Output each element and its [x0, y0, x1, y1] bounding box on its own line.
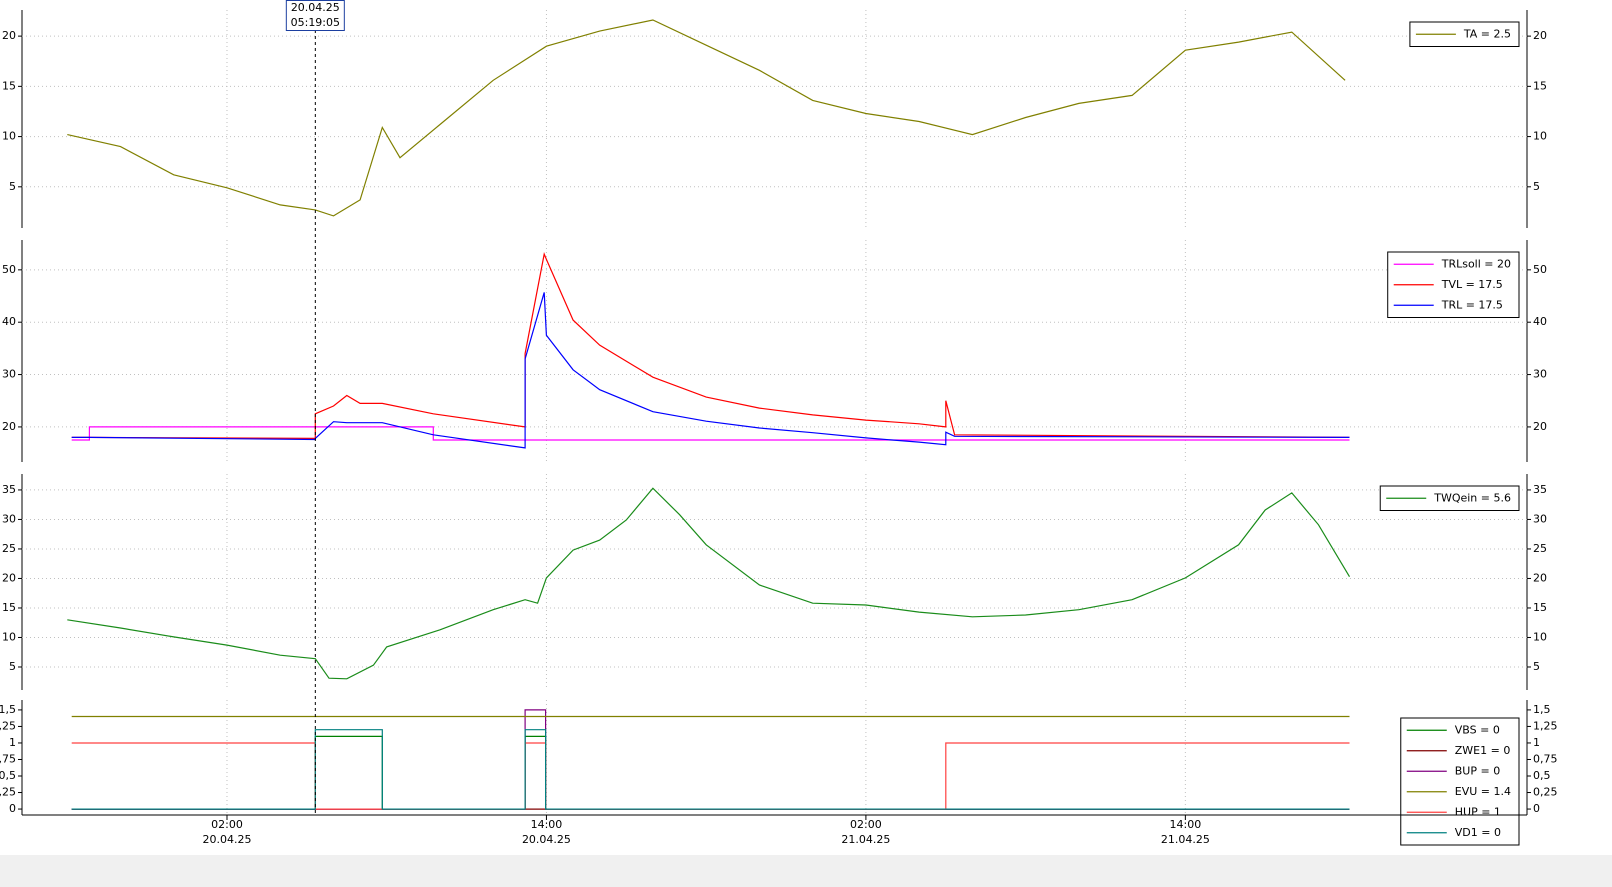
- y-tick-label: 35: [1533, 483, 1547, 496]
- y-tick-label: 1,5: [0, 703, 16, 716]
- y-tick-label: 15: [1533, 601, 1547, 614]
- legend: TA = 2.5: [1409, 21, 1520, 47]
- y-tick-label: 20: [2, 571, 16, 584]
- y-tick-label: 50: [2, 263, 16, 276]
- cursor-box: [285, 0, 345, 31]
- y-tick-label: 1,25: [0, 719, 16, 732]
- legend-label: TRL = 17.5: [1441, 298, 1503, 311]
- y-tick-label: 5: [9, 660, 16, 673]
- y-tick-label: 10: [1533, 630, 1547, 643]
- y-tick-label: 0,25: [0, 786, 16, 799]
- legend-label: BUP = 0: [1455, 764, 1500, 777]
- legend-label: ZWE1 = 0: [1455, 744, 1511, 757]
- y-tick-label: 1,5: [1533, 703, 1551, 716]
- x-tick-label: 21.04.25: [841, 833, 890, 846]
- x-tick-label: 20.04.25: [202, 833, 251, 846]
- legend: TWQein = 5.6: [1379, 485, 1520, 511]
- legend: VBS = 0 ZWE1 = 0 BUP = 0 EVU = 1.4 HUP = 1 VD…: [1400, 717, 1520, 846]
- series-line: [71, 252, 1350, 440]
- y-tick-label: 20: [1533, 420, 1547, 433]
- y-tick-label: 10: [2, 130, 16, 143]
- y-tick-label: 5: [1533, 180, 1540, 193]
- y-tick-label: 20: [2, 29, 16, 42]
- series-line: [71, 426, 1350, 441]
- x-tick-label: 02:00: [850, 818, 882, 831]
- legend-label: TVL = 17.5: [1441, 278, 1503, 291]
- y-tick-label: 0,75: [1533, 752, 1558, 765]
- legend-label: EVU = 1.4: [1455, 785, 1511, 798]
- legend-box: [1400, 717, 1520, 846]
- y-tick-label: 35: [2, 483, 16, 496]
- y-tick-label: 25: [2, 542, 16, 555]
- y-tick-label: 30: [1533, 368, 1547, 381]
- y-tick-label: 20: [2, 420, 16, 433]
- series-line: [71, 292, 1350, 449]
- legend-label: TA = 2.5: [1463, 27, 1511, 40]
- y-tick-label: 50: [1533, 263, 1547, 276]
- x-tick-label: 14:00: [531, 818, 563, 831]
- y-tick-label: 40: [1533, 315, 1547, 328]
- y-tick-label: 0: [1533, 802, 1540, 815]
- y-tick-label: 15: [1533, 79, 1547, 92]
- status-strip: [0, 855, 1612, 887]
- y-tick-label: 10: [2, 630, 16, 643]
- x-tick-label: 20.04.25: [522, 833, 571, 846]
- y-tick-label: 0,75: [0, 752, 16, 765]
- cursor-date: 20.04.25: [291, 1, 340, 14]
- legend-label: TRLsoll = 20: [1441, 257, 1511, 270]
- series-line: [67, 487, 1351, 680]
- y-tick-label: 5: [9, 180, 16, 193]
- y-tick-label: 20: [1533, 29, 1547, 42]
- y-tick-label: 30: [1533, 512, 1547, 525]
- y-tick-label: 15: [2, 601, 16, 614]
- y-tick-label: 30: [2, 368, 16, 381]
- y-tick-label: 10: [1533, 130, 1547, 143]
- x-tick-label: 02:00: [211, 818, 243, 831]
- y-tick-label: 40: [2, 315, 16, 328]
- y-tick-label: 25: [1533, 542, 1547, 555]
- cursor-time: 05:19:05: [291, 16, 340, 29]
- legend-label: VBS = 0: [1455, 723, 1500, 736]
- legend-box: [1409, 21, 1520, 47]
- y-tick-label: 0: [9, 802, 16, 815]
- x-tick-label: 14:00: [1170, 818, 1202, 831]
- y-tick-label: 0,5: [0, 769, 16, 782]
- legend-label: HUP = 1: [1455, 805, 1501, 818]
- y-tick-label: 1,25: [1533, 719, 1558, 732]
- y-tick-label: 1: [1533, 736, 1540, 749]
- y-tick-label: 15: [2, 79, 16, 92]
- y-tick-label: 1: [9, 736, 16, 749]
- legend-label: VD1 = 0: [1455, 826, 1501, 839]
- y-tick-label: 20: [1533, 571, 1547, 584]
- legend: TRLsoll = 20 TVL = 17.5 TRL = 17.5: [1387, 251, 1520, 318]
- y-tick-label: 5: [1533, 660, 1540, 673]
- y-tick-label: 0,25: [1533, 786, 1558, 799]
- y-tick-label: 0,5: [1533, 769, 1551, 782]
- x-tick-label: 21.04.25: [1161, 833, 1210, 846]
- legend-label: TWQein = 5.6: [1433, 491, 1511, 504]
- series-line: [67, 19, 1346, 217]
- y-tick-label: 30: [2, 512, 16, 525]
